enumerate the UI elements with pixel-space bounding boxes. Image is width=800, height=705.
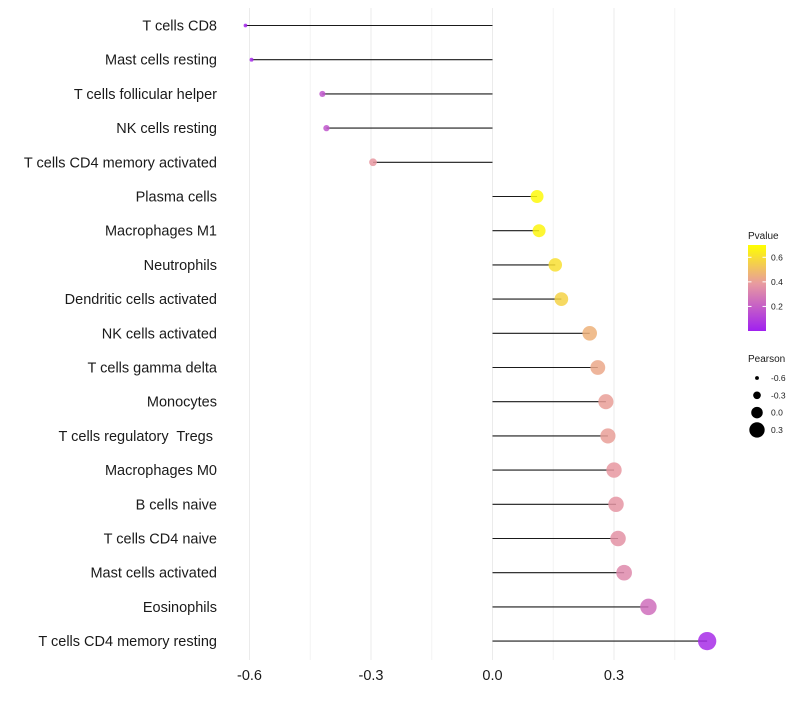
pvalue-colorbar — [748, 245, 766, 331]
lollipop-dot — [530, 190, 544, 203]
category-label: T cells CD4 memory resting — [38, 634, 217, 650]
grid — [249, 8, 676, 660]
category-label: Mast cells resting — [105, 53, 217, 69]
category-label: Mast cells activated — [90, 566, 217, 582]
pvalue-legend-ticks: 0.6 0.4 0.2 — [748, 252, 783, 311]
category-label: T cells CD4 memory activated — [24, 155, 217, 171]
lollipop-dot — [548, 258, 563, 272]
category-label: T cells CD8 — [142, 19, 217, 35]
lollipop-dot — [323, 124, 330, 132]
category-label: T cells CD4 naive — [104, 532, 217, 548]
pearson-legend-label: -0.3 — [771, 390, 786, 400]
category-label: B cells naive — [136, 497, 217, 513]
pearson-legend-label: 0.0 — [771, 408, 783, 418]
pearson-legend-keys: -0.6 -0.3 0.0 0.3 — [749, 373, 786, 438]
lollipop-dot — [608, 496, 624, 513]
x-tick-label: -0.3 — [359, 668, 384, 684]
pearson-legend-dot — [755, 376, 759, 380]
lollipop-dot — [582, 326, 597, 341]
pvalue-tick-label: 0.2 — [771, 301, 783, 311]
category-label: Macrophages M1 — [105, 224, 217, 240]
pearson-legend-dot — [749, 422, 765, 438]
category-label: Plasma cells — [136, 190, 217, 206]
category-label: T cells gamma delta — [88, 361, 218, 377]
lollipop-dot — [319, 90, 326, 97]
lollipop-dot — [249, 57, 254, 62]
lollipop-stems — [245, 24, 708, 642]
lollipop-dot — [598, 394, 614, 410]
category-label: Eosinophils — [143, 600, 217, 616]
lollipop-dot — [369, 158, 377, 167]
pvalue-legend-title: Pvalue — [748, 231, 779, 242]
lollipop-dot — [554, 292, 569, 306]
pvalue-tick-label: 0.6 — [771, 252, 783, 262]
lollipop-dots — [243, 23, 717, 651]
category-label: Monocytes — [147, 395, 217, 411]
category-label: Macrophages M0 — [105, 463, 217, 479]
category-label: Dendritic cells activated — [65, 292, 217, 308]
pearson-legend-dot — [753, 391, 761, 400]
pearson-legend-dot — [751, 406, 763, 419]
category-label: T cells regulatory Tregs — [59, 429, 218, 445]
lollipop-dot — [532, 224, 546, 238]
category-label: NK cells resting — [116, 121, 217, 137]
category-label: T cells follicular helper — [74, 87, 217, 103]
lollipop-dot — [606, 462, 622, 478]
lollipop-dot — [640, 598, 657, 616]
lollipop-dot — [610, 530, 626, 547]
pearson-legend-label: -0.6 — [771, 373, 786, 383]
category-label: NK cells activated — [102, 326, 217, 342]
pearson-legend-title: Pearson — [748, 354, 785, 365]
lollipop-dot — [243, 23, 248, 28]
x-tick-label: 0.3 — [604, 668, 624, 684]
pvalue-legend: Pvalue 0.6 0.4 0.2 — [748, 231, 783, 331]
pearson-legend: Pearson -0.6 -0.3 0.0 0.3 — [748, 354, 786, 438]
lollipop-dot — [616, 564, 632, 581]
pvalue-tick-label: 0.4 — [771, 277, 783, 287]
category-labels: T cells CD8 Mast cells resting T cells fol… — [24, 19, 218, 651]
pearson-legend-label: 0.3 — [771, 425, 783, 435]
lollipop-dot — [600, 428, 616, 444]
x-tick-label: 0.0 — [482, 668, 502, 684]
lollipop-dot — [590, 360, 606, 375]
x-tick-label: -0.6 — [237, 668, 262, 684]
lollipop-dot — [697, 631, 717, 651]
category-label: Neutrophils — [144, 258, 217, 274]
x-axis-ticks: -0.6 -0.3 0.0 0.3 — [237, 668, 624, 684]
